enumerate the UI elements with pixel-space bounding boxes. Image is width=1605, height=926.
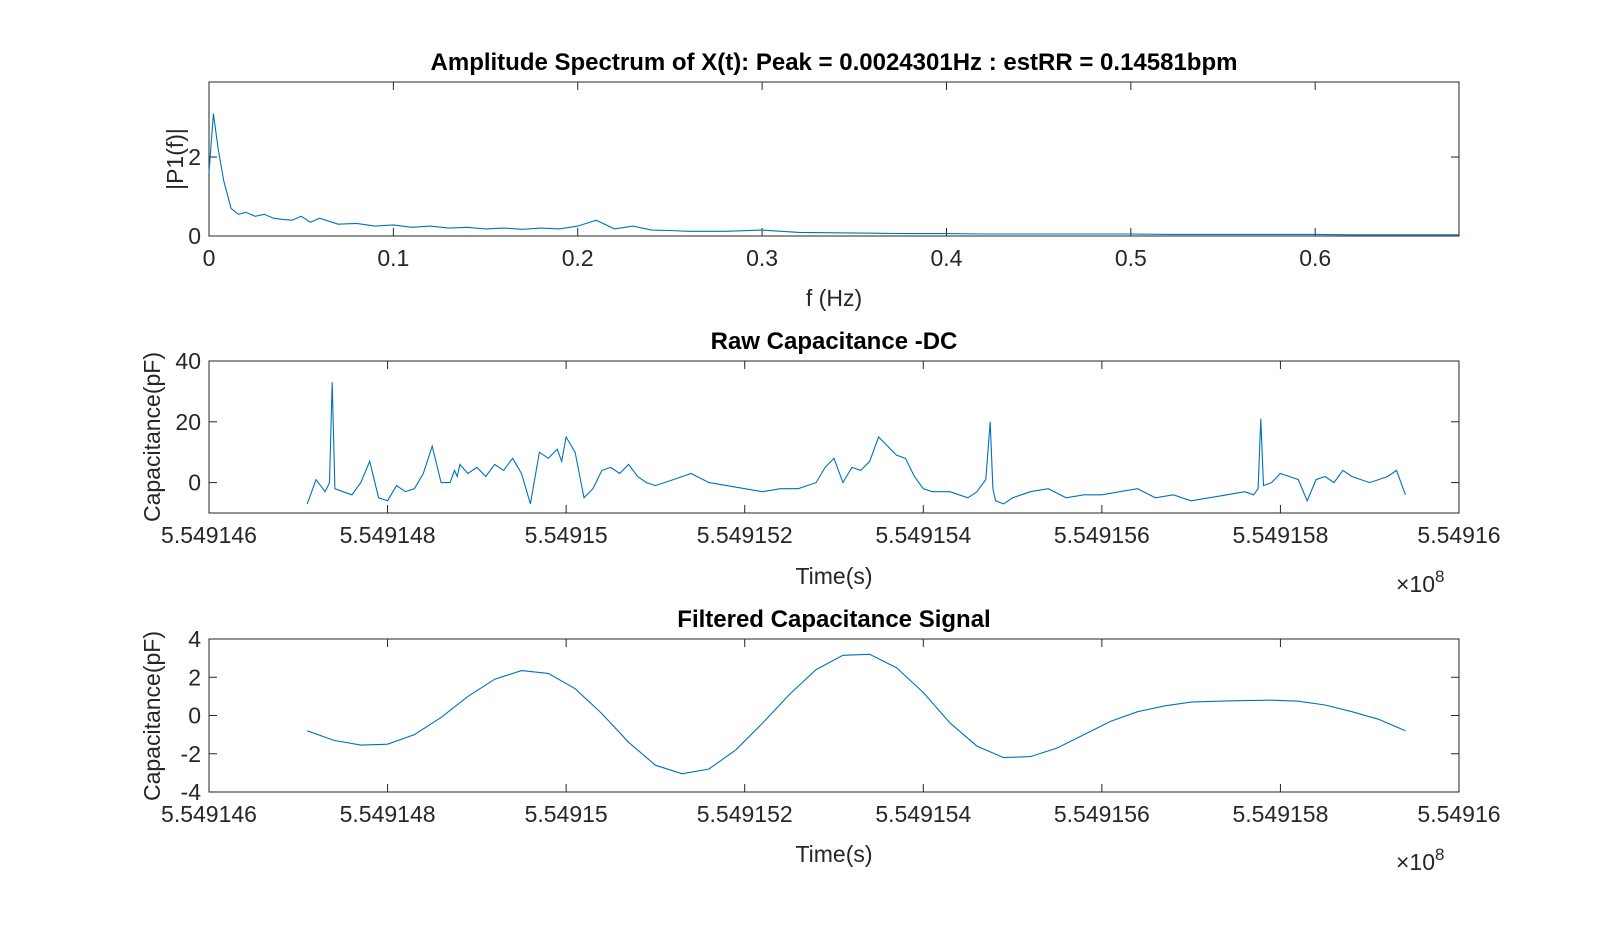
x-exponent-label: ×108 [1396,845,1444,875]
tick-group: 0 0.1 0.2 0.3 0.4 0.5 0.6 0 2 [188,82,1459,271]
y-tick-label: 0 [188,223,201,249]
x-tick-label: 5.549156 [1054,801,1150,827]
series-line [208,113,1459,236]
x-tick-label: 5.54916 [1417,522,1500,548]
y-tick-label: 2 [188,144,201,170]
chart-title: Amplitude Spectrum of X(t): Peak = 0.002… [431,49,1238,76]
x-tick-label: 5.549146 [161,522,257,548]
x-tick-label: 5.549156 [1054,522,1150,548]
x-tick-label: 5.549148 [340,522,436,548]
x-tick-label: 5.549154 [875,522,971,548]
x-tick-label: 5.54915 [525,801,608,827]
x-tick-label: 5.549148 [340,801,436,827]
exponent-base: ×10 [1396,849,1435,875]
x-tick-label: 0.5 [1115,245,1147,271]
x-tick-label: 5.549158 [1232,522,1328,548]
x-tick-label: 5.549152 [697,801,793,827]
x-axis-label: Time(s) [795,563,872,589]
series-line [307,653,1406,775]
x-tick-label: 5.549146 [161,801,257,827]
y-tick-label: -2 [181,741,201,767]
x-tick-label: 5.549158 [1232,801,1328,827]
x-tick-label: 0.3 [746,245,778,271]
y-axis-label: |P1(f)| [162,128,188,190]
panel-amplitude-spectrum: Amplitude Spectrum of X(t): Peak = 0.002… [162,49,1460,311]
x-tick-label: 0.6 [1299,245,1331,271]
exponent-base: ×10 [1396,571,1435,597]
panel-filtered-capacitance: Filtered Capacitance Signal Time(s) Capa… [139,606,1501,875]
x-exponent-label: ×108 [1396,567,1444,597]
x-axis-label: f (Hz) [806,285,862,311]
y-axis-label: Capacitance(pF) [139,352,165,522]
series-line [306,382,1406,505]
panel-raw-capacitance: Raw Capacitance -DC Time(s) Capacitance(… [139,328,1501,597]
x-tick-label: 0.2 [562,245,594,271]
y-tick-label: 40 [175,348,201,374]
x-tick-label: 5.54916 [1417,801,1500,827]
y-axis-label: Capacitance(pF) [139,631,165,801]
axes-box [208,638,1460,793]
x-axis-label: Time(s) [795,841,872,867]
axes-box [208,360,1460,514]
axes-box [208,81,1460,237]
y-tick-label: 2 [188,664,201,690]
tick-group: 5.549146 5.549148 5.54915 5.549152 5.549154 5… [161,626,1501,827]
y-tick-label: 20 [175,409,201,435]
exponent-power: 8 [1435,567,1444,586]
y-tick-label: -4 [181,779,202,805]
chart-title: Filtered Capacitance Signal [677,606,990,633]
x-tick-label: 5.549152 [697,522,793,548]
exponent-power: 8 [1435,845,1444,864]
y-tick-label: 0 [188,470,201,496]
chart-title: Raw Capacitance -DC [711,328,958,355]
x-tick-label: 5.549154 [875,801,971,827]
x-tick-label: 0.1 [377,245,409,271]
y-tick-label: 0 [188,703,201,729]
x-tick-label: 5.54915 [525,522,608,548]
x-tick-label: 0.4 [930,245,962,271]
tick-group: 5.549146 5.549148 5.54915 5.549152 5.549154 5… [161,348,1501,548]
y-tick-label: 4 [188,626,201,652]
x-tick-label: 0 [203,245,216,271]
